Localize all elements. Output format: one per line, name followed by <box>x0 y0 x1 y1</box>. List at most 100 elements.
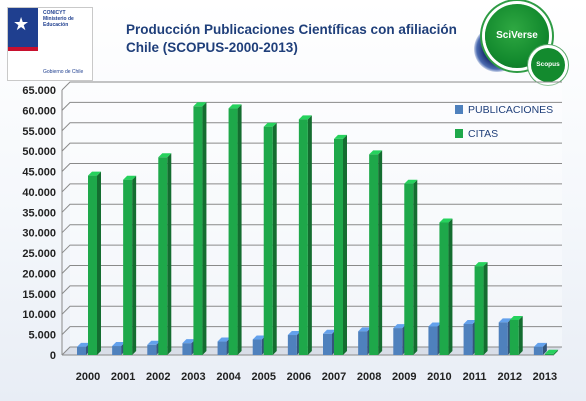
y-tick-label: 30.000 <box>22 228 56 240</box>
bar-publicaciones-top <box>147 340 161 345</box>
bar-citas <box>123 179 133 355</box>
bar-citas-side <box>272 122 277 355</box>
bar-publicaciones <box>393 328 403 355</box>
legend-swatch-publicaciones <box>455 105 463 114</box>
bar-publicaciones <box>112 346 122 355</box>
bar-citas-side <box>448 218 453 355</box>
bar-citas <box>509 319 519 355</box>
bar-citas-top <box>228 104 242 109</box>
bar-publicaciones-top <box>252 335 266 340</box>
bar-publicaciones-top <box>428 322 442 327</box>
bar-publicaciones <box>77 346 86 355</box>
x-tick-label: 2009 <box>392 371 416 383</box>
conicyt-logo: ★ CONICYT Ministerio de Educación Gobier… <box>7 7 93 81</box>
flag-red-stripe <box>8 47 38 51</box>
bar-publicaciones-top <box>112 342 126 347</box>
bar-publicaciones-top <box>77 342 90 347</box>
gridline <box>61 285 562 295</box>
logo-gov-text: Gobierno de Chile <box>43 69 84 75</box>
bar-citas-side <box>307 115 312 355</box>
bar-citas-side <box>518 315 523 355</box>
x-tick-label: 2007 <box>322 371 346 383</box>
bar-citas-top <box>193 102 207 107</box>
x-tick-label: 2000 <box>76 371 100 383</box>
bar-publicaciones-top <box>463 320 477 325</box>
x-tick-label: 2002 <box>146 371 170 383</box>
bar-publicaciones <box>428 326 438 355</box>
bar-citas-top <box>404 179 418 184</box>
bar-citas-top <box>158 153 172 158</box>
y-tick-label: 15.000 <box>22 289 56 301</box>
bar-citas-side <box>413 179 418 355</box>
scopus-badge: Scopus <box>531 48 565 82</box>
legend-swatch-citas <box>455 129 463 138</box>
bar-publicaciones-top <box>287 331 301 336</box>
bar-citas <box>193 106 203 355</box>
legend-label-publicaciones: PUBLICACIONES <box>468 104 553 116</box>
y-tick-label: 65.000 <box>22 85 56 97</box>
gridline <box>61 142 562 152</box>
x-tick-label: 2006 <box>287 371 311 383</box>
x-tick-label: 2008 <box>357 371 381 383</box>
bar-citas-top <box>439 218 453 223</box>
gridline <box>61 244 562 254</box>
bar-publicaciones <box>252 339 262 355</box>
bar-citas <box>263 126 273 355</box>
bar-citas-side <box>167 153 172 355</box>
bar-publicaciones-top <box>498 318 512 323</box>
x-tick-label: 2012 <box>497 371 521 383</box>
bar-publicaciones <box>358 331 368 355</box>
bar-citas-side <box>97 171 101 355</box>
y-tick-label: 60.000 <box>22 105 56 117</box>
bar-citas-side <box>237 104 242 355</box>
x-tick-label: 2013 <box>533 371 557 383</box>
y-tick-label: 10.000 <box>22 309 56 321</box>
bar-publicaciones-top <box>393 324 407 329</box>
bar-publicaciones <box>533 346 543 355</box>
y-tick-label: 35.000 <box>22 207 56 219</box>
bar-citas-side <box>553 349 558 355</box>
bar-publicaciones <box>498 322 508 355</box>
gridline <box>61 203 562 213</box>
bar-citas <box>404 183 414 355</box>
gridline <box>61 264 562 274</box>
bar-citas-side <box>343 134 347 355</box>
bar-publicaciones <box>287 335 297 355</box>
bar-citas <box>158 157 168 355</box>
y-tick-label: 55.000 <box>22 126 56 138</box>
bar-publicaciones <box>463 324 473 355</box>
gridline <box>61 101 562 111</box>
gridline <box>61 81 562 91</box>
bar-publicaciones-top <box>323 329 336 334</box>
y-tick-label: 5.000 <box>28 330 56 342</box>
plot-back-wall <box>70 82 562 347</box>
x-tick-label: 2005 <box>251 371 275 383</box>
bar-publicaciones-top <box>217 337 231 342</box>
y-tick-label: 45.000 <box>22 167 56 179</box>
legend-label-citas: CITAS <box>468 128 498 140</box>
flag-blue-field <box>8 8 38 47</box>
bar-citas-top <box>369 150 383 155</box>
bar-citas-top <box>474 262 488 267</box>
bar-citas <box>474 266 484 355</box>
bar-publicaciones-top <box>182 339 196 344</box>
bar-citas-top <box>298 115 312 120</box>
y-tick-label: 20.000 <box>22 268 56 280</box>
bar-citas-top <box>123 175 137 180</box>
bar-publicaciones-top <box>358 327 372 332</box>
y-tick-label: 50.000 <box>22 146 56 158</box>
bar-citas-top <box>509 315 523 320</box>
bar-publicaciones-side <box>542 342 547 355</box>
bar-publicaciones <box>217 341 227 355</box>
bar-citas-side <box>483 262 488 355</box>
bar-citas <box>439 222 449 355</box>
x-tick-label: 2003 <box>181 371 205 383</box>
bar-citas-side <box>378 150 383 355</box>
bar-citas <box>544 353 554 355</box>
gridline <box>61 305 562 315</box>
bar-publicaciones <box>147 344 157 355</box>
bar-citas-top <box>544 349 558 354</box>
bar-citas <box>369 154 379 355</box>
chart-title-line2: Chile (SCOPUS-2000-2013) <box>126 40 298 55</box>
